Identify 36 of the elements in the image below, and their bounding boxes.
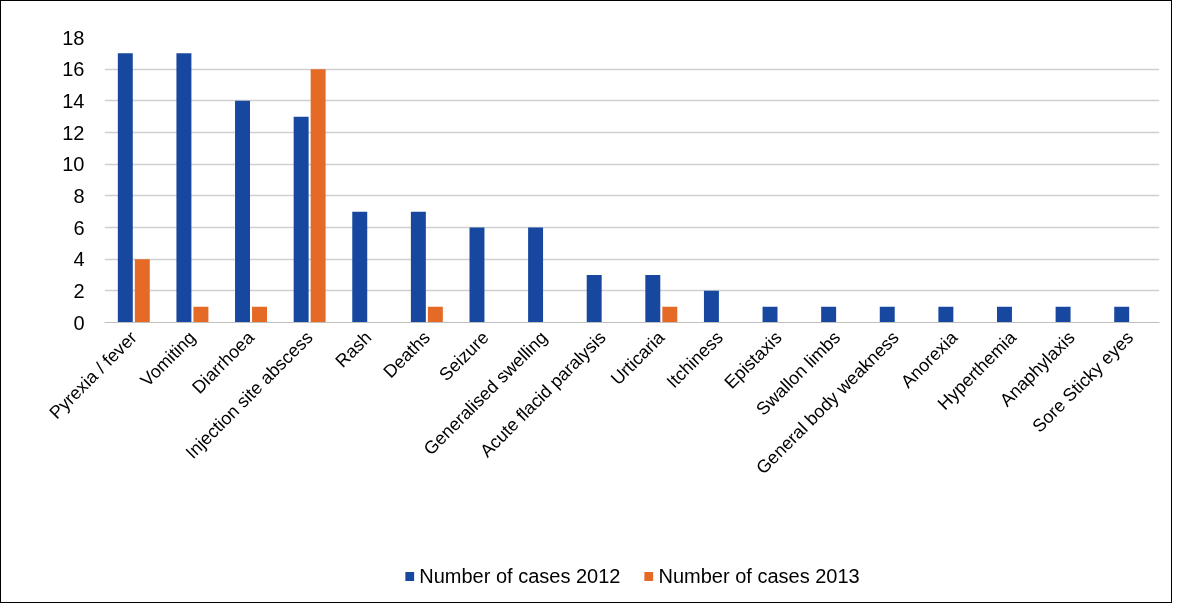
y-tick-label: 2 bbox=[73, 279, 85, 302]
bar bbox=[879, 306, 895, 323]
y-tick-label: 16 bbox=[62, 58, 85, 81]
legend-label: Number of cases 2012 bbox=[419, 564, 621, 588]
bar bbox=[586, 275, 602, 323]
y-tick-label: 14 bbox=[62, 89, 85, 112]
legend-label: Number of cases 2013 bbox=[658, 564, 860, 588]
bar bbox=[1055, 306, 1071, 323]
bar bbox=[1114, 306, 1130, 323]
bar bbox=[293, 116, 309, 323]
bar bbox=[310, 69, 326, 323]
bar bbox=[469, 227, 485, 323]
bar bbox=[762, 306, 778, 323]
y-tick-label: 4 bbox=[73, 248, 85, 271]
bar bbox=[352, 211, 368, 323]
y-tick-label: 12 bbox=[62, 121, 85, 144]
y-tick-label: 8 bbox=[73, 184, 85, 207]
bar bbox=[703, 290, 719, 323]
bar bbox=[427, 306, 443, 323]
y-tick-label: 10 bbox=[62, 153, 85, 176]
bar bbox=[938, 306, 954, 323]
y-tick-label: 18 bbox=[62, 26, 85, 49]
bar bbox=[252, 306, 268, 323]
bar bbox=[645, 275, 661, 323]
bar bbox=[821, 306, 837, 323]
bar bbox=[193, 306, 209, 323]
bar bbox=[235, 100, 251, 323]
bar bbox=[410, 211, 426, 323]
bar bbox=[996, 306, 1012, 323]
bar bbox=[117, 53, 133, 323]
bar bbox=[134, 259, 150, 323]
bar bbox=[662, 306, 678, 323]
bar bbox=[528, 227, 544, 323]
y-tick-label: 0 bbox=[73, 311, 85, 334]
bar bbox=[176, 53, 192, 323]
y-tick-label: 6 bbox=[73, 216, 85, 239]
